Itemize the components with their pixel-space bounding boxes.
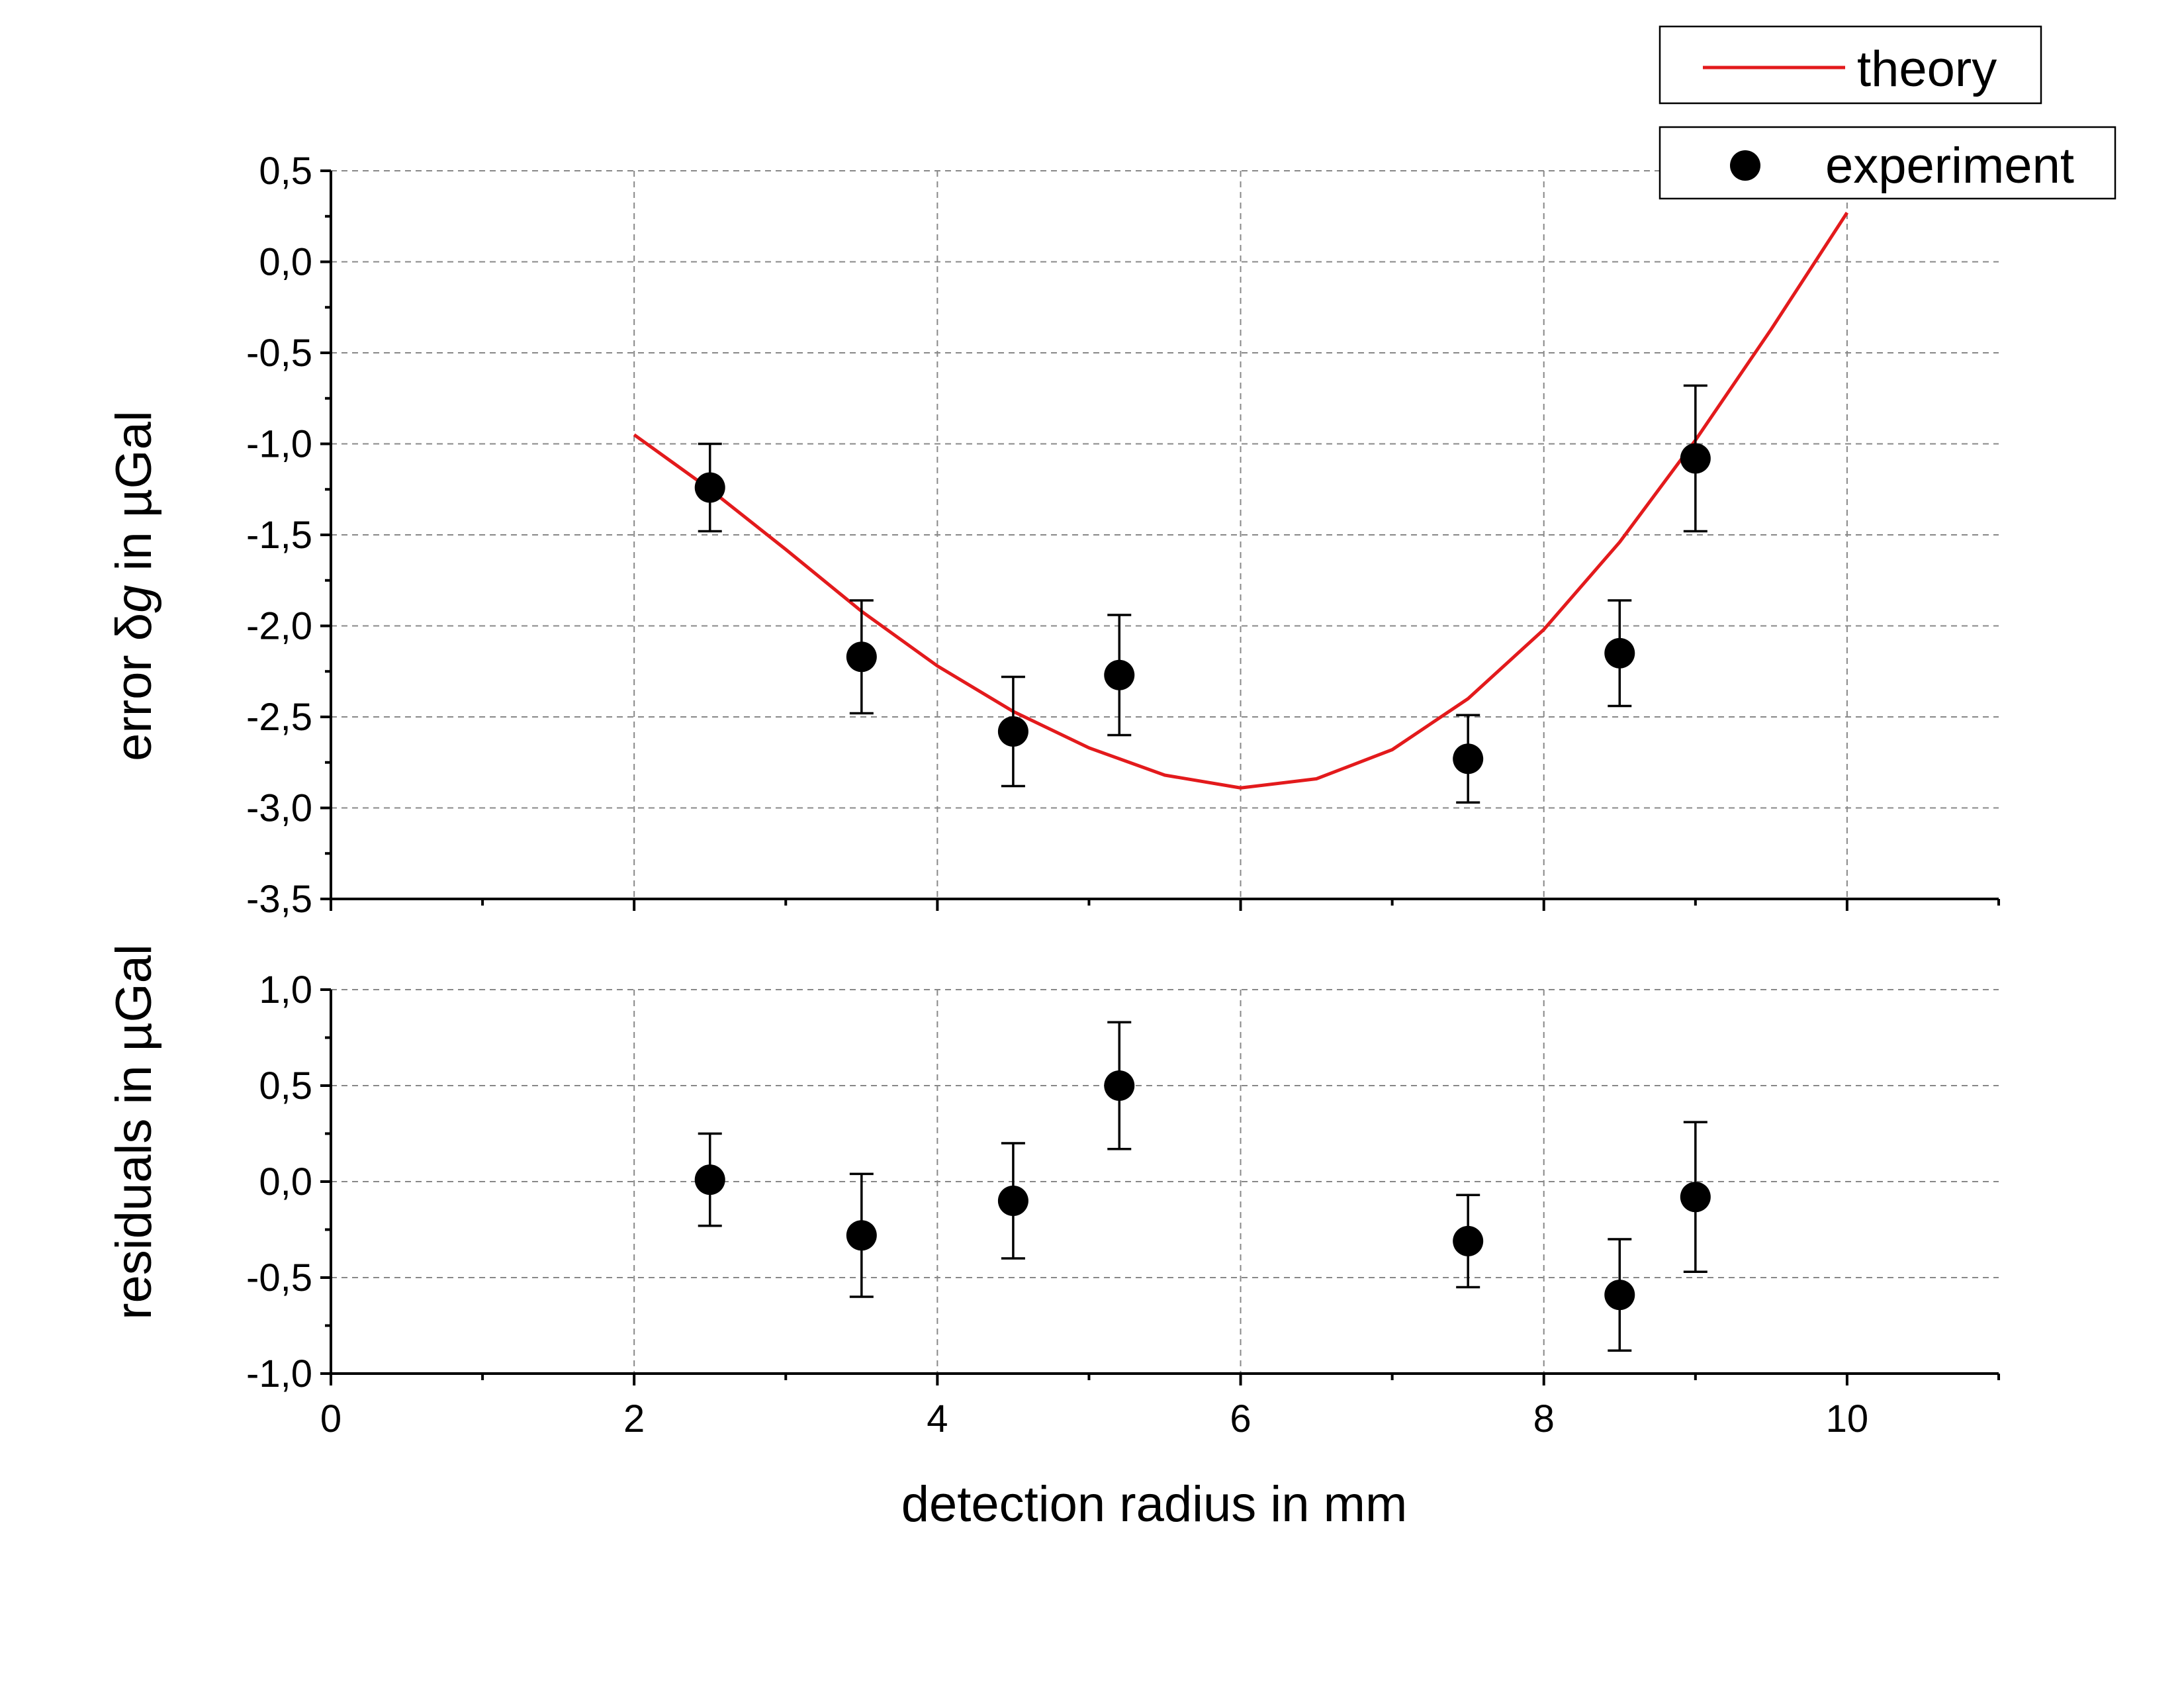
experiment-point	[846, 641, 877, 673]
residual-point	[694, 1164, 725, 1196]
y-tick-label: -0,5	[246, 332, 312, 375]
residual-point	[1680, 1182, 1711, 1213]
y-tick-label: 0,0	[259, 241, 312, 284]
top-y-axis-title: error δg in µGal	[106, 410, 162, 761]
y-tick-label: 0,5	[259, 1064, 312, 1107]
theory-line	[633, 211, 1849, 790]
top-plot-area	[633, 211, 1849, 804]
experiment-point	[694, 472, 725, 503]
residual-point	[1604, 1280, 1635, 1311]
y-tick-label: 1,0	[259, 968, 312, 1011]
y-tick-label: -2,5	[246, 696, 312, 739]
legend-experiment-label: experiment	[1825, 138, 2074, 194]
y-tick-label: -1,0	[246, 1352, 312, 1395]
top-grid	[331, 170, 1999, 899]
experiment-point	[1453, 743, 1484, 774]
y-tick-label: -3,5	[246, 878, 312, 921]
experiment-point	[1104, 659, 1135, 690]
experiment-point	[997, 716, 1028, 747]
y-tick-label: -0,5	[246, 1256, 312, 1299]
residual-point	[1104, 1070, 1135, 1101]
experiment-point	[1680, 443, 1711, 474]
y-tick-label: 0,0	[259, 1160, 312, 1203]
x-tick-label: 2	[623, 1397, 645, 1440]
top-axes: 0,5 0,0 -0,5 -1,0 -1,5 -2,0 -2,5 -3,0 -3,5	[246, 150, 2000, 921]
bottom-plot-area	[694, 1021, 1711, 1352]
x-tick-label: 10	[1826, 1397, 1869, 1440]
bottom-grid	[331, 989, 1999, 1374]
y-tick-label: -3,0	[246, 787, 312, 830]
bottom-axes: 1,0 0,5 0,0 -0,5 -1,00 2 4 6 8 10	[246, 968, 2000, 1440]
x-tick-label: 6	[1230, 1397, 1251, 1440]
residual-point	[846, 1220, 877, 1251]
legend-experiment: experiment	[1659, 126, 2116, 200]
experiment-point	[1604, 637, 1635, 669]
legend-theory-label: theory	[1857, 41, 1997, 97]
x-tick-label: 0	[320, 1397, 341, 1440]
y-tick-label: -1,5	[246, 514, 312, 557]
y-tick-label: -1,0	[246, 423, 312, 466]
x-axis-title: detection radius in mm	[901, 1476, 1408, 1532]
residual-point	[997, 1186, 1028, 1216]
bottom-y-axis-title: residuals in µGal	[106, 944, 162, 1320]
y-tick-label: -2,0	[246, 605, 312, 648]
x-tick-label: 8	[1533, 1397, 1555, 1440]
legend-theory: theory	[1659, 25, 2042, 105]
legend-experiment-swatch	[1730, 150, 1760, 181]
y-tick-label: 0,5	[259, 150, 312, 193]
residual-point	[1453, 1225, 1484, 1256]
x-tick-label: 4	[927, 1397, 948, 1440]
